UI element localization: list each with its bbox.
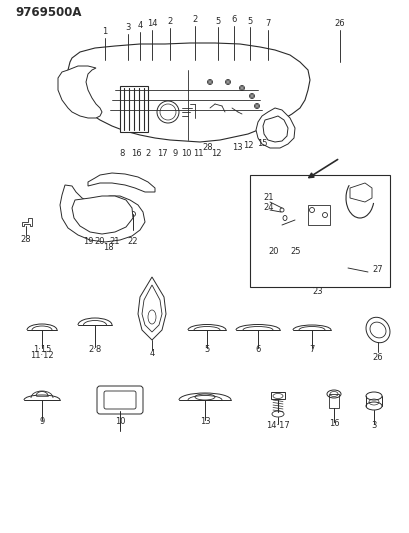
Text: 24: 24 — [262, 203, 273, 212]
Text: 16: 16 — [130, 149, 141, 157]
Polygon shape — [68, 43, 309, 142]
Bar — [249, 175, 389, 287]
Text: 7: 7 — [308, 345, 314, 354]
Ellipse shape — [208, 80, 211, 84]
Text: 28: 28 — [20, 236, 31, 245]
Text: 5: 5 — [204, 345, 209, 354]
Text: 26: 26 — [372, 353, 382, 362]
Polygon shape — [142, 285, 162, 332]
Text: 7: 7 — [265, 20, 270, 28]
Polygon shape — [60, 185, 145, 242]
Text: 18: 18 — [102, 244, 113, 253]
Text: 20: 20 — [267, 247, 278, 256]
Text: 11: 11 — [192, 149, 203, 157]
Text: 2: 2 — [192, 15, 197, 25]
Text: 23: 23 — [312, 287, 323, 296]
Polygon shape — [255, 108, 294, 148]
Polygon shape — [22, 218, 32, 226]
Text: 1·15: 1·15 — [33, 345, 51, 354]
Text: 15: 15 — [256, 139, 267, 148]
Text: 5: 5 — [247, 17, 252, 26]
Text: 2: 2 — [145, 149, 150, 157]
Text: 19: 19 — [83, 238, 93, 246]
Text: 6: 6 — [255, 345, 260, 354]
Polygon shape — [349, 183, 371, 202]
Ellipse shape — [240, 86, 243, 90]
Text: 13: 13 — [199, 417, 210, 426]
Ellipse shape — [250, 94, 253, 98]
Text: 13: 13 — [231, 142, 242, 151]
Polygon shape — [72, 196, 133, 234]
Text: 1: 1 — [102, 28, 107, 36]
Ellipse shape — [255, 104, 258, 108]
Text: 21: 21 — [110, 238, 120, 246]
Polygon shape — [369, 322, 385, 338]
Text: 14·17: 14·17 — [265, 422, 289, 431]
Text: 26: 26 — [334, 20, 344, 28]
Text: 9: 9 — [39, 417, 45, 426]
Polygon shape — [88, 173, 155, 192]
Text: 21: 21 — [262, 193, 273, 203]
Text: 10: 10 — [115, 417, 125, 426]
Text: 8: 8 — [119, 149, 124, 157]
FancyBboxPatch shape — [104, 391, 136, 409]
Text: 17: 17 — [156, 149, 167, 157]
Text: 20: 20 — [94, 238, 105, 246]
Text: 11·12: 11·12 — [30, 351, 54, 360]
Text: 5: 5 — [215, 17, 220, 26]
Polygon shape — [262, 116, 287, 142]
Text: 3: 3 — [371, 422, 376, 431]
Ellipse shape — [226, 80, 229, 84]
Text: 12: 12 — [242, 141, 253, 149]
Text: 2·8: 2·8 — [88, 345, 101, 354]
Polygon shape — [365, 317, 389, 343]
Text: 22: 22 — [128, 238, 138, 246]
Text: 4: 4 — [149, 349, 154, 358]
Bar — [328, 394, 338, 408]
Text: 4: 4 — [137, 21, 142, 30]
Text: 3: 3 — [125, 23, 130, 33]
Text: 10: 10 — [180, 149, 191, 157]
FancyBboxPatch shape — [97, 386, 143, 414]
Text: 16: 16 — [328, 419, 339, 429]
Text: 27: 27 — [371, 265, 382, 274]
Text: 6: 6 — [231, 15, 236, 25]
Polygon shape — [138, 277, 166, 340]
Bar — [307, 205, 329, 225]
Bar — [270, 392, 284, 399]
Text: 28: 28 — [202, 142, 213, 151]
Polygon shape — [58, 66, 102, 118]
Text: 25: 25 — [289, 247, 300, 256]
Text: 12: 12 — [210, 149, 221, 157]
Bar — [120, 86, 148, 132]
Text: 2: 2 — [167, 18, 172, 27]
Text: 9: 9 — [172, 149, 177, 157]
Text: 14: 14 — [146, 20, 157, 28]
Text: 9769500A: 9769500A — [15, 6, 81, 20]
